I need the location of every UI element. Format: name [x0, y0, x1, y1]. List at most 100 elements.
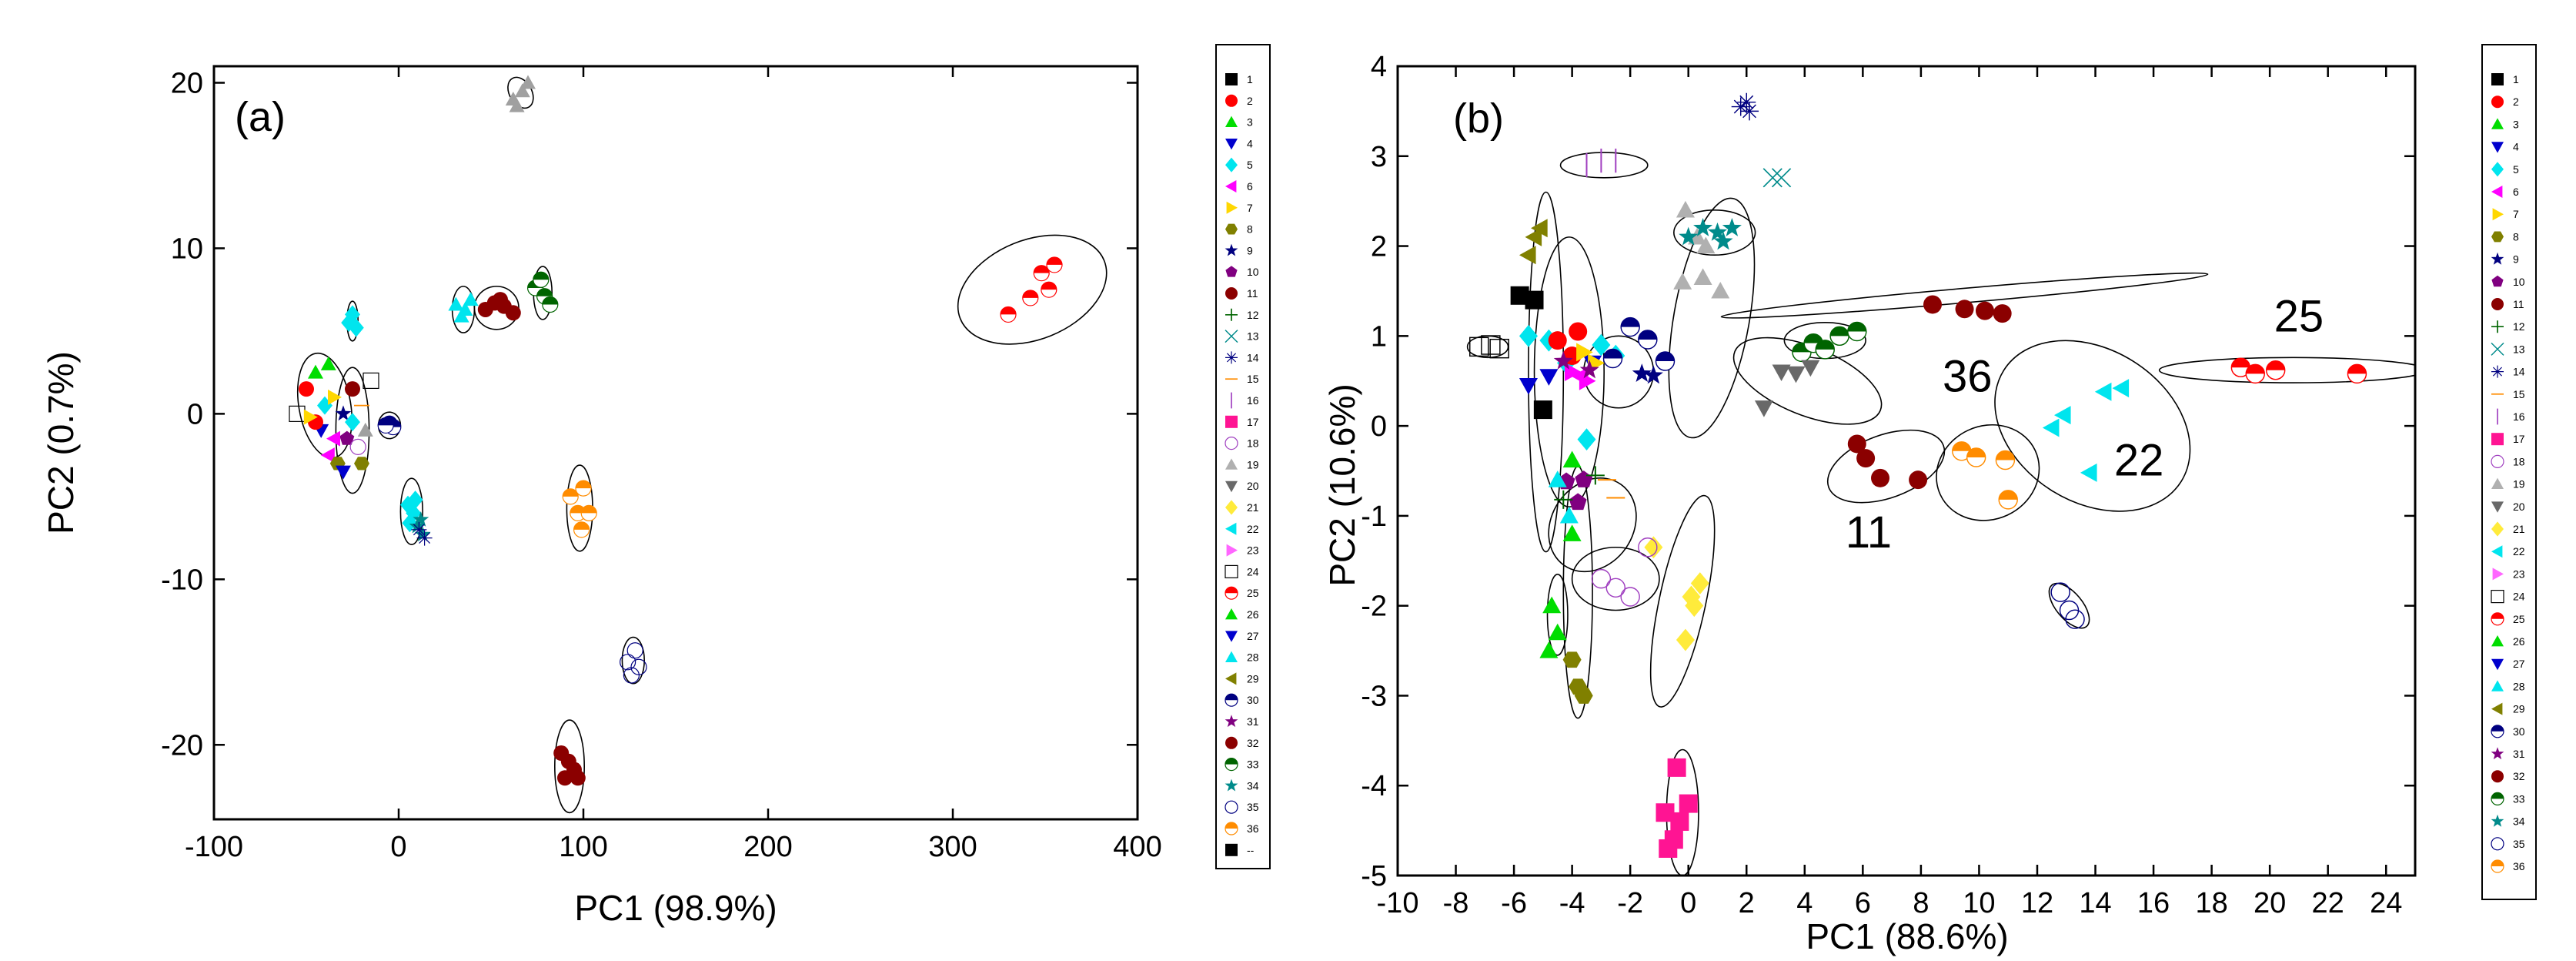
data-point: [448, 296, 464, 311]
legend-item: 2: [1225, 94, 1253, 107]
cluster-ellipse: [1546, 573, 1569, 656]
legend-label: 36: [2513, 860, 2525, 872]
data-point: [1533, 400, 1552, 420]
data-point: [1605, 578, 1626, 598]
y-tick-label: 4: [1371, 51, 1387, 83]
x-tick-label: 0: [1680, 887, 1696, 919]
legend-label: 14: [2513, 366, 2525, 378]
data-point: [509, 98, 525, 112]
data-point: [1575, 470, 1593, 487]
legend-marker: [1225, 586, 1238, 600]
legend-item: 8: [1225, 223, 1253, 236]
data-point: [402, 514, 418, 533]
data-point: [2050, 582, 2070, 602]
legend-item: --: [1225, 843, 1255, 856]
data-point: [1762, 168, 1782, 188]
cluster-label: 11: [1846, 507, 1892, 558]
legend-item: 36: [2491, 859, 2525, 873]
legend-marker: [2491, 658, 2504, 671]
y-axis-label-b: PC2 (10.6%): [1322, 383, 1362, 586]
data-point: [1998, 490, 2018, 510]
legend-item: 9: [2491, 252, 2519, 266]
legend-item: 28: [1225, 651, 1259, 664]
legend-marker: [1225, 139, 1238, 150]
data-point: [2112, 379, 2130, 398]
x-tick-label: 20: [2254, 887, 2286, 919]
legend-label: 26: [2513, 635, 2525, 648]
data-point: [303, 409, 318, 425]
data-point: [1731, 97, 1750, 116]
data-point: [2080, 463, 2097, 482]
data-point: [2042, 418, 2060, 437]
legend-label: 7: [2513, 208, 2519, 220]
y-tick-label: 10: [171, 233, 203, 265]
legend-item: 9: [1225, 243, 1253, 256]
legend-item: 7: [1226, 201, 1253, 214]
data-point: [1693, 268, 1712, 286]
panel-b: -10 -8 -6 -4 -2 0 2 4 6 8 10 12 14 16 18 20 22 24-5-4-3-2…: [1322, 51, 2417, 956]
legend-item: 28: [2491, 680, 2525, 692]
data-point: [1542, 596, 1562, 614]
data-point: [1559, 506, 1579, 524]
legend-item: 4: [2491, 141, 2519, 153]
legend-label: 1: [2513, 73, 2519, 85]
legend-marker: [1225, 180, 1237, 193]
legend-item: 10: [2491, 275, 2525, 288]
data-point: [1638, 330, 1658, 350]
legend-a: 1234567891011121314151617181920212223242…: [1215, 44, 1271, 869]
legend-label: 5: [1247, 159, 1253, 171]
legend-item: 35: [1225, 800, 1259, 814]
data-point: [1041, 281, 1057, 298]
legend-marker: [2491, 477, 2504, 489]
legend-item: 19: [2491, 477, 2525, 491]
legend-item: 13: [1225, 330, 1259, 343]
legend-label: 6: [2513, 186, 2519, 198]
data-point: [575, 480, 592, 497]
data-point: [1975, 301, 1994, 320]
cluster-ellipse: [1571, 546, 1660, 611]
legend-label: 12: [2513, 320, 2525, 333]
legend-marker: [1225, 94, 1238, 107]
legend-marker: [1225, 500, 1238, 515]
legend-item: 12: [2491, 320, 2525, 333]
data-point: [320, 447, 335, 464]
legend-marker: [1225, 157, 1238, 172]
legend-item: 5: [2491, 162, 2519, 177]
legend-marker: [1225, 223, 1238, 235]
legend-marker: [1225, 651, 1238, 662]
legend-marker: [2491, 73, 2504, 85]
legend-marker: [2491, 612, 2504, 626]
legend-item: 21: [2491, 521, 2525, 537]
legend-label: 34: [2513, 815, 2525, 828]
data-point: [505, 305, 521, 321]
x-tick-label: 400: [1113, 831, 1161, 863]
x-tick-label: 8: [1913, 887, 1929, 919]
legend-marker: [2491, 702, 2503, 715]
legend-label: 28: [1247, 651, 1259, 664]
legend-item: 34: [1225, 779, 1259, 792]
data-point: [1574, 688, 1593, 704]
data-point: [1579, 360, 1599, 379]
cluster-ellipse: [1826, 429, 1946, 504]
legend-marker: [2491, 770, 2504, 783]
data-point: [348, 318, 364, 337]
legend-item: 32: [1225, 736, 1259, 749]
data-point: [1643, 365, 1663, 384]
legend-label: 1: [1247, 73, 1253, 85]
data-point: [453, 308, 469, 323]
data-point: [1670, 812, 1689, 831]
legend-label: 7: [1247, 202, 1253, 214]
data-point: [1519, 246, 1536, 265]
legend-label: 11: [2513, 298, 2524, 310]
data-point: [1676, 628, 1695, 651]
legend-item: 3: [2491, 118, 2519, 130]
data-point: [1562, 450, 1582, 468]
legend-marker: [1226, 544, 1238, 557]
legend-label: 10: [2513, 276, 2525, 288]
legend-item: 11: [2491, 298, 2524, 310]
legend-label: 35: [1247, 801, 1259, 813]
legend-item: 27: [2491, 658, 2525, 671]
ticks-b: -10 -8 -6 -4 -2 0 2 4 6 8 10 12 14 16 18 20 22 24-5-4-3-2…: [1361, 51, 2415, 919]
legend-label: 17: [1247, 416, 1259, 428]
